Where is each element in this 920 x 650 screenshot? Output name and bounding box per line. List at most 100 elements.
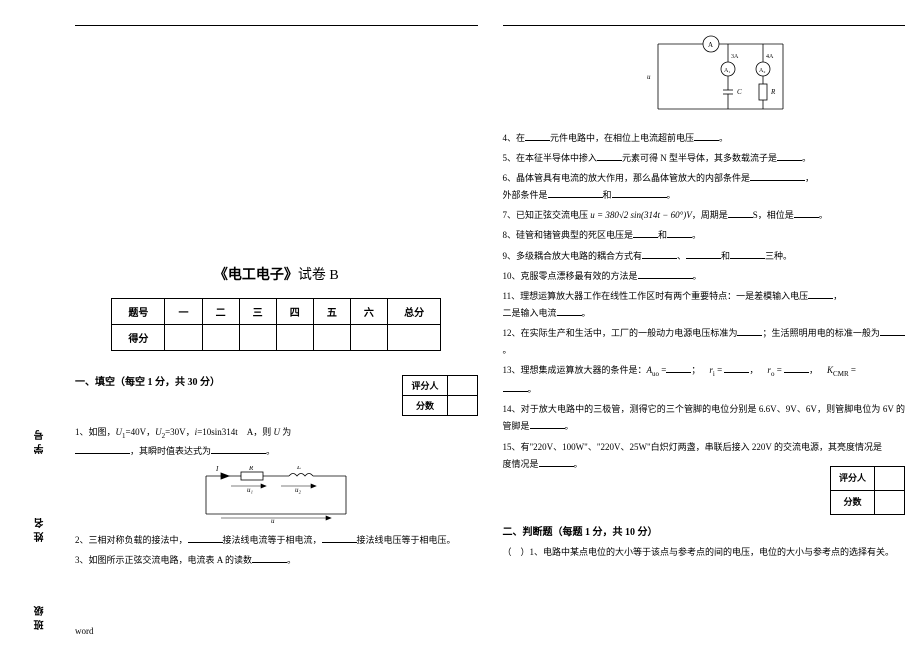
th: 二 — [202, 299, 239, 325]
q14: 14、对于放大电路中的三极管，测得它的三个管脚的电位分别是 6.6V、9V、6V… — [503, 401, 906, 435]
t: 。 — [692, 230, 701, 240]
t: ， — [805, 173, 814, 183]
right-column: A A₁ A₂ 3A 4A C R u 4、在 元件电路中，在相位上电流超前电压。… — [503, 25, 906, 640]
q12: 12、在实际生产和生活中，工厂的一般动力电源电压标准为；生活照明用电的标准一般为… — [503, 325, 906, 359]
q8: 8、硅管和锗管典型的死区电压是和。 — [503, 227, 906, 244]
gradebox2: 评分人 分数 — [830, 466, 905, 515]
lbl: L — [296, 466, 301, 471]
page-content: 《电工电子》试卷 B 题号 一 二 三 四 五 六 总分 得分 — [75, 25, 905, 640]
blank — [525, 131, 550, 141]
left-column: 《电工电子》试卷 B 题号 一 二 三 四 五 六 总分 得分 — [75, 25, 478, 640]
lbl: 3A — [731, 54, 739, 60]
gb-cell — [875, 466, 905, 490]
blank — [211, 444, 266, 454]
th: 三 — [239, 299, 276, 325]
t: 7、已知正弦交流电压 — [503, 210, 591, 220]
blank — [503, 382, 528, 392]
t: ； — [691, 365, 709, 375]
q3: 3、如图所示正弦交流电路，电流表 A 的读数 。 — [75, 552, 478, 569]
t: 。 — [582, 308, 591, 318]
t: 8、硅管和锗管典型的死区电压是 — [503, 230, 634, 240]
blank — [75, 444, 130, 454]
t: =10sin314t A，则 — [197, 427, 273, 437]
q2: 2、三相对称负载的接法中，接法线电流等于相电流，接法线电压等于相电压。 — [75, 532, 478, 549]
q10: 10、克服零点漂移最有效的方法是。 — [503, 268, 906, 285]
t: 接法线电流等于相电流， — [223, 535, 322, 545]
t: 为 — [280, 427, 291, 437]
t: 。 — [667, 190, 676, 200]
lbl: A — [708, 41, 713, 49]
t: 。 — [819, 210, 828, 220]
t: 15、有"220V、100W"、"220V、25W"白炽灯两盏，串联后接入 22… — [503, 442, 883, 452]
lbl: R — [248, 466, 254, 472]
t: u = 380√2 sin(314t − 60°)V — [590, 210, 691, 220]
title-suffix: 试卷 B — [298, 268, 339, 283]
q9: 9、多级耦合放大电路的耦合方式有、和三种。 — [503, 248, 906, 265]
t: S，相位是 — [753, 210, 794, 220]
t: 、 — [677, 251, 686, 261]
blank — [784, 363, 809, 373]
t: 11、理想运算放大器工作在线性工作区时有两个重要特点：一是差模输入电压 — [503, 291, 809, 301]
t: 13、理想集成运算放大器的条件是： — [503, 365, 647, 375]
lbl: A₁ — [724, 68, 730, 74]
t: 二是输入电流 — [503, 308, 557, 318]
blank — [252, 553, 287, 563]
th: 六 — [350, 299, 387, 325]
t: 。 — [528, 384, 537, 394]
t: = — [774, 365, 784, 375]
cell — [350, 325, 387, 351]
lbl: R — [770, 88, 776, 96]
class-label: 班级 — [33, 602, 48, 630]
blank — [666, 363, 691, 373]
blank — [597, 151, 622, 161]
t: 1、如图， — [75, 427, 116, 437]
cell — [387, 325, 440, 351]
cell — [165, 325, 202, 351]
blank — [188, 533, 223, 543]
th: 一 — [165, 299, 202, 325]
t: ，其瞬时值表达式为 — [130, 446, 211, 456]
q4: 4、在元件电路中，在相位上电流超前电压。 — [503, 130, 906, 147]
t: 外部条件是 — [503, 190, 548, 200]
section1-header: 一、填空（每空 1 分，共 30 分） 评分人 分数 — [75, 373, 478, 416]
q13: 13、理想集成运算放大器的条件是：Auo =； ri = ， ro = ， KC… — [503, 362, 906, 398]
t: ， — [749, 365, 767, 375]
section2-title: 二、判断题（每题 1 分，共 10 分） — [503, 523, 906, 538]
blank — [777, 151, 802, 161]
t: 3、如图所示正弦交流电路，电流表 A 的读数 — [75, 555, 252, 565]
t: 。 — [287, 555, 296, 565]
t: 。 — [574, 459, 583, 469]
blank — [638, 269, 693, 279]
cell — [276, 325, 313, 351]
circuit-2: A A₁ A₂ 3A 4A C R u — [643, 34, 803, 124]
gb-cell — [447, 396, 477, 416]
cell — [202, 325, 239, 351]
t: （ — [503, 547, 512, 557]
t: ）1、电路中某点电位的大小等于该点与参考点的间的电压，电位的大小与参考点的选择有… — [521, 547, 895, 557]
th: 五 — [313, 299, 350, 325]
blank — [667, 228, 692, 238]
lbl: C — [737, 88, 742, 96]
q15: 15、有"220V、100W"、"220V、25W"白炽灯两盏，串联后接入 22… — [503, 439, 906, 473]
q6: 6、晶体管具有电流的放大作用，那么晶体管放大的内部条件是， 外部条件是和。 — [503, 170, 906, 204]
t: 2、三相对称负载的接法中， — [75, 535, 188, 545]
t: 元素可得 N 型半导体，其多数载流子是 — [622, 153, 777, 163]
blank — [880, 326, 905, 336]
t: 元件电路中，在相位上电流超前电压 — [550, 133, 694, 143]
blank — [530, 419, 565, 429]
blank — [794, 208, 819, 218]
blank — [612, 188, 667, 198]
th: 题号 — [112, 299, 165, 325]
t: 。 — [693, 271, 702, 281]
t: ；生活照明用电的标准一般为 — [762, 328, 880, 338]
blank — [728, 208, 753, 218]
gb-r2: 分数 — [403, 396, 447, 416]
lbl: u₂ — [295, 486, 302, 494]
t: 4、在 — [503, 133, 526, 143]
th: 总分 — [387, 299, 440, 325]
judge1: （ ）1、电路中某点电位的大小等于该点与参考点的间的电压，电位的大小与参考点的选… — [503, 544, 906, 561]
cell — [313, 325, 350, 351]
t: =40V， — [126, 427, 156, 437]
footer: word — [75, 626, 94, 636]
gb-cell — [447, 376, 477, 396]
